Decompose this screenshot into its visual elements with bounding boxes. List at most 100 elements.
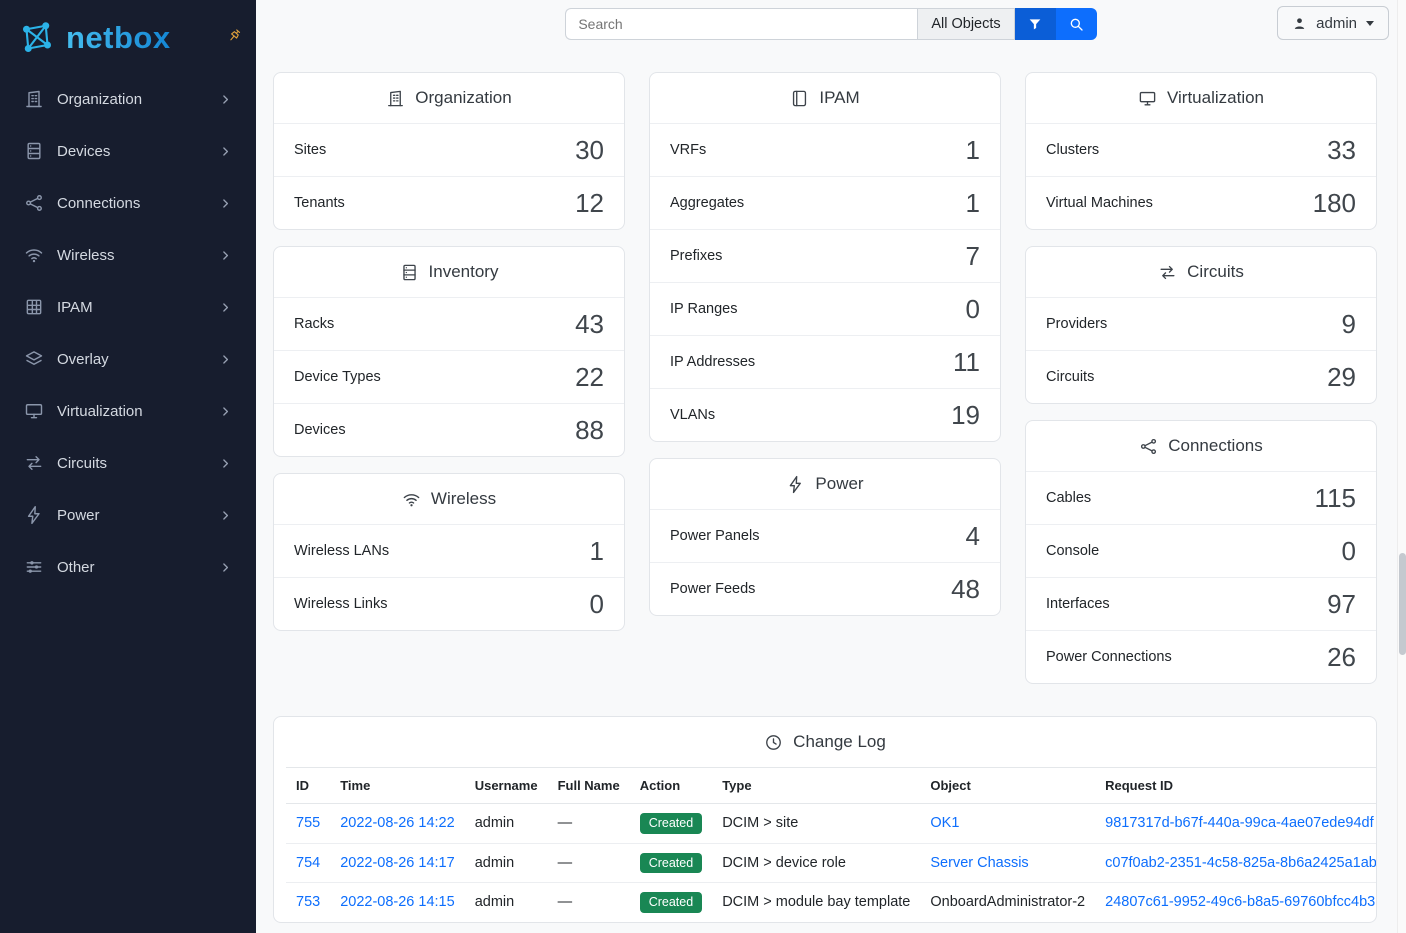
brand-wordmark[interactable]: netbox <box>66 20 171 55</box>
card-connections: Connections Cables 115 Console 0 Interfa… <box>1025 420 1377 684</box>
card-power: Power Power Panels 4 Power Feeds 48 <box>649 458 1001 616</box>
stat-value-link[interactable]: 9 <box>1341 309 1356 339</box>
request-id-link[interactable]: 9817317d-b67f-440a-99ca-4ae07ede94df <box>1105 815 1374 832</box>
sidebar-item-ipam[interactable]: IPAM <box>12 286 244 328</box>
changelog-row: 754 2022-08-26 14:17 admin — Created DCI… <box>286 842 1377 883</box>
stat-row: Racks 43 <box>274 297 624 350</box>
search-icon <box>1068 16 1084 32</box>
card-title: IPAM <box>819 88 860 107</box>
sidebar-item-wireless[interactable]: Wireless <box>12 234 244 276</box>
sidebar-item-label: IPAM <box>57 298 93 316</box>
sidebar-item-power[interactable]: Power <box>12 494 244 536</box>
change-id-link[interactable]: 754 <box>296 854 321 871</box>
stat-value-link[interactable]: 43 <box>575 309 604 339</box>
change-object-link[interactable]: Server Chassis <box>930 854 1029 871</box>
card-header: Virtualization <box>1026 73 1376 123</box>
col-header-time: Time <box>330 767 465 804</box>
sidebar-item-virtualization[interactable]: Virtualization <box>12 390 244 432</box>
scrollbar-thumb[interactable] <box>1399 553 1406 655</box>
card-header: Change Log <box>274 717 1376 767</box>
stat-label: Power Connections <box>1046 649 1172 665</box>
stat-label: Sites <box>294 142 327 158</box>
user-label: admin <box>1316 14 1357 32</box>
col-header-action: Action <box>629 767 713 804</box>
main-area: All Objects admin Organization <box>256 0 1406 933</box>
stat-value-link[interactable]: 26 <box>1327 642 1356 672</box>
brand: netbox <box>0 0 256 74</box>
user-menu-button[interactable]: admin <box>1277 6 1389 40</box>
sidebar-item-devices[interactable]: Devices <box>12 130 244 172</box>
col-header-id: ID <box>286 767 331 804</box>
sidebar: netbox Organization Devices Connections <box>0 0 256 933</box>
sidebar-item-organization[interactable]: Organization <box>12 78 244 120</box>
stat-value-link[interactable]: 0 <box>965 294 980 324</box>
search-button[interactable] <box>1055 7 1097 40</box>
stat-value-link[interactable]: 7 <box>965 241 980 271</box>
change-time-link[interactable]: 2022-08-26 14:15 <box>340 894 455 911</box>
sidebar-item-circuits[interactable]: Circuits <box>12 442 244 484</box>
stat-row: Interfaces 97 <box>1026 577 1376 630</box>
person-icon <box>1292 16 1307 31</box>
stat-value-link[interactable]: 97 <box>1327 589 1356 619</box>
stat-row: Virtual Machines 180 <box>1026 176 1376 229</box>
change-time-link[interactable]: 2022-08-26 14:22 <box>340 815 455 832</box>
stat-value-link[interactable]: 19 <box>951 400 980 430</box>
stat-value-link[interactable]: 33 <box>1327 135 1356 165</box>
sidebar-item-label: Organization <box>57 90 143 108</box>
exchange-icon <box>1158 263 1177 282</box>
change-object-link[interactable]: OK1 <box>930 815 960 832</box>
stat-value-link[interactable]: 180 <box>1312 188 1356 218</box>
filter-button[interactable] <box>1014 7 1056 40</box>
sidebar-item-label: Wireless <box>57 246 115 264</box>
stat-value-link[interactable]: 115 <box>1314 483 1356 513</box>
stat-label: Power Feeds <box>670 581 756 597</box>
sidebar-item-connections[interactable]: Connections <box>12 182 244 224</box>
request-id-link[interactable]: c07f0ab2-2351-4c58-825a-8b6a2425a1ab <box>1105 854 1377 871</box>
history-icon <box>764 733 783 752</box>
stat-value-link[interactable]: 0 <box>1341 536 1356 566</box>
request-id-link[interactable]: 24807c61-9952-49c6-b8a5-69760bfcc4b3 <box>1105 894 1376 911</box>
sidebar-nav: Organization Devices Connections Wireles… <box>0 74 256 598</box>
change-full-name: — <box>547 842 630 883</box>
search-input[interactable] <box>565 7 918 40</box>
sidebar-item-label: Devices <box>57 142 111 160</box>
change-full-name: — <box>557 815 573 832</box>
stat-value-link[interactable]: 48 <box>951 574 980 604</box>
change-id-link[interactable]: 755 <box>296 815 321 832</box>
stat-row: Power Connections 26 <box>1026 630 1376 683</box>
sidebar-item-other[interactable]: Other <box>12 546 244 588</box>
stat-value-link[interactable]: 1 <box>589 536 604 566</box>
cable-icon <box>24 193 44 213</box>
sidebar-item-overlay[interactable]: Overlay <box>12 338 244 380</box>
card-header: Organization <box>274 73 624 123</box>
stat-value-link[interactable]: 1 <box>965 135 980 165</box>
card-header: Wireless <box>274 474 624 524</box>
stat-value-link[interactable]: 12 <box>575 188 604 218</box>
col-header-request-id: Request ID <box>1095 767 1376 804</box>
stat-label: Wireless Links <box>294 596 388 612</box>
pin-sidebar-button[interactable] <box>221 22 248 49</box>
stat-label: Device Types <box>294 369 381 385</box>
change-time-link[interactable]: 2022-08-26 14:17 <box>340 854 455 871</box>
action-badge: Created <box>639 813 703 834</box>
cable-icon <box>1139 437 1158 456</box>
stat-value-link[interactable]: 88 <box>575 415 604 445</box>
col-header-username: Username <box>464 767 548 804</box>
stat-value-link[interactable]: 11 <box>953 347 980 377</box>
stat-value-link[interactable]: 0 <box>589 589 604 619</box>
stat-value-link[interactable]: 22 <box>575 362 604 392</box>
stat-row: VRFs 1 <box>650 123 1000 176</box>
stat-value-link[interactable]: 1 <box>965 188 980 218</box>
col-header-full-name: Full Name <box>547 767 630 804</box>
change-id-link[interactable]: 753 <box>296 894 321 911</box>
action-badge: Created <box>639 852 703 873</box>
card-title: Wireless <box>430 489 497 508</box>
stat-value-link[interactable]: 30 <box>575 135 604 165</box>
sidebar-item-label: Connections <box>57 194 141 212</box>
stat-value-link[interactable]: 4 <box>965 521 980 551</box>
stat-value-link[interactable]: 29 <box>1327 362 1356 392</box>
object-type-select[interactable]: All Objects <box>917 7 1015 40</box>
stat-row: IP Addresses 11 <box>650 335 1000 388</box>
stat-row: Device Types 22 <box>274 350 624 403</box>
netbox-logo-icon[interactable] <box>16 17 58 59</box>
